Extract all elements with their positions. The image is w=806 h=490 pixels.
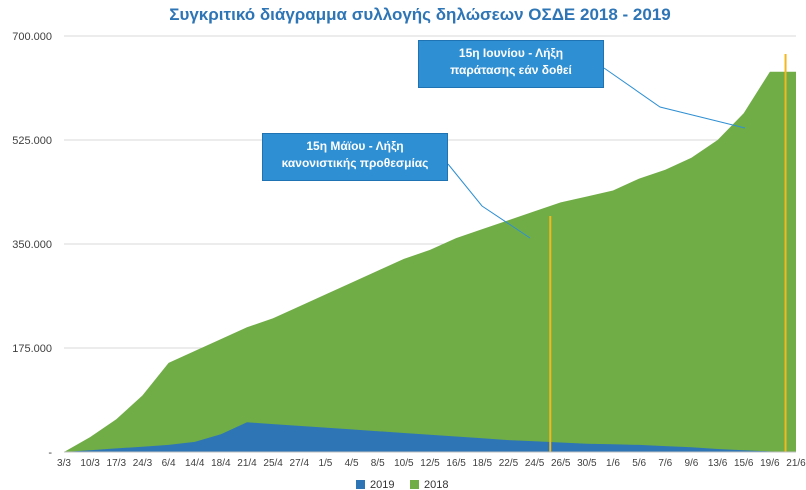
x-tick-label: 25/4 — [263, 458, 283, 469]
annotation-may-leader — [447, 163, 531, 239]
annotation-may-line-2: κανονιστικής προθεσμίας — [281, 156, 429, 170]
x-tick-label: 18/5 — [473, 458, 493, 469]
x-tick-label: 9/6 — [684, 458, 698, 469]
x-tick-label: 5/6 — [632, 458, 646, 469]
legend: 2019 2018 — [356, 479, 448, 490]
reference-lines — [549, 54, 787, 452]
x-tick-label: 19/6 — [760, 458, 780, 469]
x-tick-label: 1/5 — [318, 458, 332, 469]
x-tick-label: 27/4 — [290, 458, 310, 469]
y-tick-label: 350.000 — [12, 239, 52, 251]
plot-areas — [64, 71, 796, 452]
y-tick-label: 525.000 — [12, 135, 52, 147]
x-tick-label: 3/3 — [57, 458, 71, 469]
y-tick-label: 700.000 — [12, 31, 52, 43]
annotation-may-deadline: 15η Μάϊου - Λήξη κανονιστικής προθεσμίας — [262, 133, 448, 181]
x-tick-label: 22/5 — [499, 458, 519, 469]
x-tick-label: 17/3 — [107, 458, 127, 469]
legend-swatch-2019 — [356, 480, 365, 489]
x-tick-label: 16/5 — [446, 458, 466, 469]
x-tick-label: 21/6 — [786, 458, 806, 469]
x-tick-label: 26/5 — [551, 458, 571, 469]
y-tick-label: - — [48, 447, 52, 459]
x-tick-label: 21/4 — [237, 458, 257, 469]
x-tick-label: 1/6 — [606, 458, 620, 469]
y-tick-label: 175.000 — [12, 343, 52, 355]
y-axis: - 175.000 350.000 525.000 700.000 — [12, 31, 52, 459]
chart-title: Συγκριτικό διάγραμμα συλλογής δηλώσεων Ο… — [169, 5, 670, 24]
annotation-june-line-2: παράτασης εάν δοθεί — [450, 63, 572, 77]
x-tick-label: 6/4 — [162, 458, 176, 469]
x-tick-label: 7/6 — [658, 458, 672, 469]
annotation-june-deadline: 15η Ιουνίου - Λήξη παράτασης εάν δοθεί — [418, 40, 604, 88]
x-tick-label: 10/5 — [394, 458, 414, 469]
legend-label-2018: 2018 — [424, 479, 448, 490]
x-tick-label: 4/5 — [345, 458, 359, 469]
x-tick-label: 14/4 — [185, 458, 205, 469]
x-axis: 3/3 10/3 17/3 24/3 6/4 14/4 18/4 21/4 25/4 27/4 1/… — [57, 451, 806, 469]
series-area-2019 — [64, 422, 796, 452]
x-tick-label: 13/6 — [708, 458, 728, 469]
x-tick-label: 30/5 — [577, 458, 597, 469]
legend-swatch-2018 — [410, 480, 419, 489]
x-tick-label: 12/5 — [420, 458, 440, 469]
annotation-may-line-1: 15η Μάϊου - Λήξη — [306, 139, 404, 153]
x-tick-label: 8/5 — [371, 458, 385, 469]
x-tick-label: 10/3 — [80, 458, 100, 469]
x-tick-label: 18/4 — [211, 458, 231, 469]
x-tick-label: 15/6 — [734, 458, 754, 469]
x-tick-label: 24/5 — [525, 458, 545, 469]
series-area-2018 — [64, 71, 796, 452]
annotation-june-line-1: 15η Ιουνίου - Λήξη — [458, 46, 564, 60]
annotation-june-leader — [603, 67, 746, 129]
callout-leader-lines — [447, 67, 746, 239]
legend-label-2019: 2019 — [370, 479, 394, 490]
x-tick-label: 24/3 — [133, 458, 153, 469]
